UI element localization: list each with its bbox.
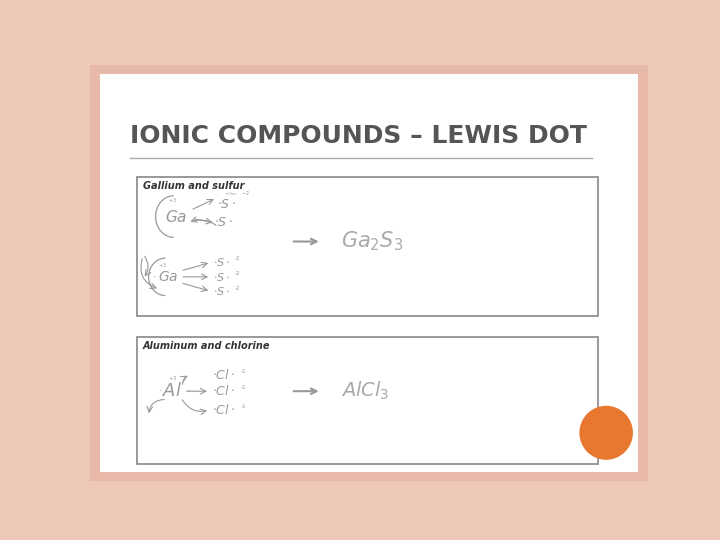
Text: $^{+3}$: $^{+3}$ <box>168 198 177 204</box>
Text: ·: · <box>224 203 227 213</box>
Text: $\mathit{\cdot S \cdot}$: $\mathit{\cdot S \cdot}$ <box>212 271 230 283</box>
Text: $\mathit{\cdot S \cdot}$: $\mathit{\cdot S \cdot}$ <box>217 198 236 211</box>
Text: $\mathit{Ga_2S_3}$: $\mathit{Ga_2S_3}$ <box>341 230 403 253</box>
Text: $\mathit{\cdot Cl \cdot}$: $\mathit{\cdot Cl \cdot}$ <box>212 384 235 398</box>
Text: ·: · <box>224 195 227 205</box>
Text: ·: · <box>186 386 190 396</box>
Bar <box>138 337 598 464</box>
Text: $^{+3}$: $^{+3}$ <box>158 262 167 268</box>
Text: -1: -1 <box>240 404 246 409</box>
Text: -2: -2 <box>235 271 240 276</box>
Text: $^{+3}$: $^{+3}$ <box>168 376 177 382</box>
Text: -1: -1 <box>240 386 246 390</box>
Text: ·: · <box>153 272 156 282</box>
Text: -2: -2 <box>235 256 240 261</box>
Text: Aluminum and chlorine: Aluminum and chlorine <box>143 341 271 352</box>
Text: $\mathit{Ga}$: $\mathit{Ga}$ <box>158 270 179 284</box>
Bar <box>138 177 598 316</box>
Text: $^{-2}$: $^{-2}$ <box>240 191 249 197</box>
Text: $\mathit{\cdot S \cdot}$: $\mathit{\cdot S \cdot}$ <box>212 286 230 298</box>
Text: ·: · <box>158 386 162 396</box>
Text: $\mathit{\cdot S \cdot}$: $\mathit{\cdot S \cdot}$ <box>212 256 230 268</box>
FancyBboxPatch shape <box>93 67 645 478</box>
Text: -2: -2 <box>235 286 240 291</box>
Text: $\mathit{AlCl_3}$: $\mathit{AlCl_3}$ <box>341 380 390 402</box>
Text: Gallium and sulfur: Gallium and sulfur <box>143 181 244 191</box>
Ellipse shape <box>580 406 633 460</box>
Text: $^{\rightarrow Ga_o}$: $^{\rightarrow Ga_o}$ <box>224 191 238 197</box>
Text: $\mathit{Ga}$: $\mathit{Ga}$ <box>166 208 188 225</box>
Text: $\mathit{\cdot Cl \cdot}$: $\mathit{\cdot Cl \cdot}$ <box>212 403 235 417</box>
Text: $\mathit{\cdot Cl \cdot}$: $\mathit{\cdot Cl \cdot}$ <box>212 368 235 382</box>
Text: $\mathit{Al}$: $\mathit{Al}$ <box>163 382 183 400</box>
Text: $\mathit{\cdot S \cdot}$: $\mathit{\cdot S \cdot}$ <box>215 217 233 230</box>
Text: IONIC COMPOUNDS – LEWIS DOT: IONIC COMPOUNDS – LEWIS DOT <box>130 124 587 148</box>
Text: -1: -1 <box>240 369 246 374</box>
